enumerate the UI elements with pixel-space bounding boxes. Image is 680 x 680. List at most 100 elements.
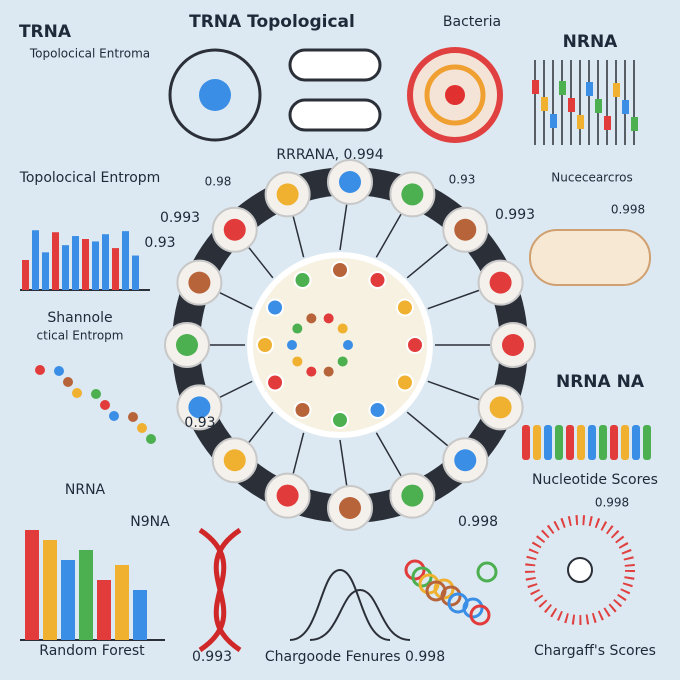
stripe <box>610 425 618 460</box>
starburst-core <box>567 557 593 583</box>
label: 0.998 <box>595 496 629 510</box>
label: NRNA <box>65 482 106 498</box>
net-node <box>447 592 469 614</box>
stripe <box>599 425 607 460</box>
target-core <box>445 85 465 105</box>
inner-node <box>293 400 312 419</box>
cell-core <box>454 449 477 472</box>
bar-deco <box>102 234 109 290</box>
strip-mark <box>541 97 548 111</box>
label: 0.998 <box>611 203 645 217</box>
cell-core <box>339 497 361 519</box>
cell-core <box>339 171 361 193</box>
cell-core <box>401 484 424 507</box>
pill <box>288 98 382 132</box>
node-core <box>199 79 231 111</box>
label: Topolocical Entropm <box>19 170 161 186</box>
inner-disc <box>247 252 433 438</box>
inner-node <box>256 336 274 354</box>
stripe <box>555 425 563 460</box>
bar-deco <box>42 252 49 290</box>
label: 0.93 <box>449 173 476 187</box>
strip-mark <box>532 80 539 94</box>
core-node <box>306 366 317 377</box>
bar-deco <box>82 239 89 290</box>
label: 0.93 <box>184 415 215 431</box>
bar-deco <box>32 230 39 290</box>
net-node <box>54 366 64 376</box>
core-node <box>337 323 348 334</box>
core-node <box>323 366 334 377</box>
target-ring <box>424 64 486 126</box>
bell-curves <box>289 568 411 641</box>
label: TRNA Topological <box>189 12 355 32</box>
core-node <box>292 356 303 367</box>
net-node <box>35 365 45 375</box>
bar-deco <box>97 580 111 640</box>
net-node <box>146 434 156 444</box>
label: RRRANA, 0.994 <box>276 147 383 163</box>
cell-core <box>502 334 524 356</box>
inner-node <box>266 298 285 317</box>
cell-core <box>401 183 424 206</box>
bar-deco <box>132 255 139 290</box>
cell-core <box>489 271 512 294</box>
core-node <box>292 323 303 334</box>
strip-mark <box>631 117 638 131</box>
net-node <box>418 573 440 595</box>
net-node <box>425 580 447 602</box>
cell-core <box>454 218 477 241</box>
net-node <box>109 411 119 421</box>
net-node <box>411 566 433 588</box>
strip-mark <box>568 98 575 112</box>
net-node <box>137 423 147 433</box>
strip-mark <box>622 100 629 114</box>
stripe <box>588 425 596 460</box>
bar-deco <box>72 236 79 290</box>
label: Nucecearcros <box>551 171 632 185</box>
strip-mark <box>595 99 602 113</box>
cell-core <box>188 396 211 419</box>
cell-core <box>276 183 299 206</box>
label: 0.993 <box>192 649 232 665</box>
label: NRNA <box>563 32 619 52</box>
bar-deco <box>79 550 93 640</box>
bar-deco <box>133 590 147 640</box>
stripe <box>632 425 640 460</box>
net-node <box>128 412 138 422</box>
label: Chargaff's Scores <box>534 643 656 659</box>
bar-deco <box>122 231 129 290</box>
strip-mark <box>604 116 611 130</box>
cell-core <box>176 334 198 356</box>
net-node <box>476 561 498 583</box>
labels: TRNA Topolocical Entroma TRNA Topologica… <box>19 12 658 665</box>
core-node <box>323 313 334 324</box>
net-node <box>404 559 426 581</box>
net-node <box>469 604 491 626</box>
inner-node <box>395 373 414 392</box>
node-ring <box>168 48 262 142</box>
bar-deco <box>25 530 39 640</box>
dna-helix <box>198 527 242 653</box>
stripe <box>544 425 552 460</box>
bar-deco <box>52 232 59 290</box>
label: Bacteria <box>443 14 501 30</box>
net-node <box>91 389 101 399</box>
stripe <box>643 425 651 460</box>
label: 0.993 <box>160 210 200 226</box>
inner-node <box>406 336 424 354</box>
stripe <box>566 425 574 460</box>
cell-core <box>223 218 246 241</box>
core-node <box>287 340 297 350</box>
label: Chargoode Fenures 0.998 <box>265 649 445 665</box>
label: NRNA NA <box>556 372 645 392</box>
strip-mark <box>577 115 584 129</box>
label: N9NA <box>130 514 170 530</box>
bar-deco <box>115 565 129 640</box>
label: Nucleotide Scores <box>532 472 658 488</box>
inner-node <box>266 373 285 392</box>
label: 0.98 <box>205 175 232 189</box>
inner-node <box>331 261 349 279</box>
